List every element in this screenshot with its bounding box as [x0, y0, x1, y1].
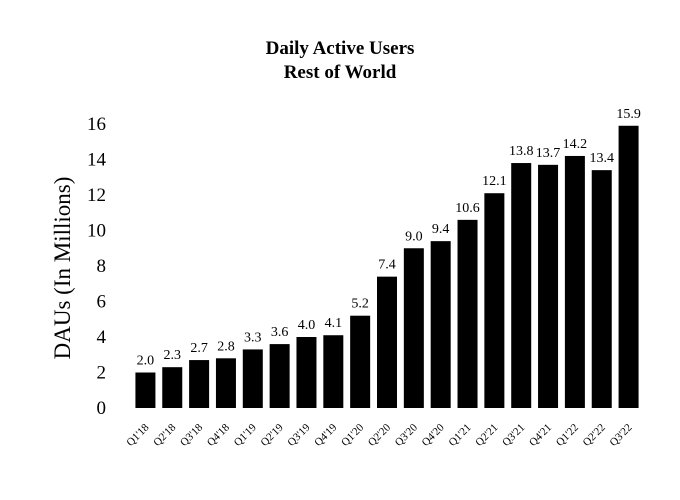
bar-value-label: 14.2	[563, 137, 588, 152]
x-tick-label: Q1'21	[446, 422, 473, 449]
bar-value-label: 15.9	[616, 107, 641, 122]
x-tick-label: Q4'19	[312, 421, 340, 449]
bar	[484, 193, 505, 408]
bar	[618, 125, 639, 409]
y-axis-ticks: 0 2 4 6 8 10 12 14 16	[87, 114, 107, 419]
bar	[242, 349, 263, 408]
x-tick-label: Q2'18	[151, 421, 179, 449]
bar-value-label: 13.7	[536, 146, 561, 161]
chart-subtitle: Rest of World	[283, 62, 397, 83]
bar	[162, 367, 183, 408]
x-tick-label: Q3'21	[500, 422, 527, 449]
bars	[135, 125, 639, 409]
x-tick-label: Q2'19	[259, 421, 287, 449]
bar	[135, 372, 156, 408]
x-tick-label: Q2'20	[366, 421, 394, 449]
x-tick-label: Q3'18	[178, 421, 206, 449]
x-tick-label: Q3'20	[393, 421, 421, 449]
y-tick-label: 0	[97, 398, 107, 419]
bar-value-label: 7.4	[378, 258, 396, 273]
y-axis-title: DAUs (In Millions)	[50, 177, 75, 360]
bar-value-label: 3.3	[244, 330, 262, 345]
bar-value-label: 2.0	[137, 354, 155, 369]
x-tick-label: Q3'22	[608, 422, 635, 449]
bar	[591, 170, 612, 408]
bar-value-label: 9.4	[432, 222, 450, 237]
bar-value-label: 13.4	[589, 151, 614, 166]
y-tick-label: 12	[87, 185, 106, 206]
bar	[430, 241, 451, 408]
x-axis-category-labels: Q1'18 Q2'18 Q3'18 Q4'18 Q1'19 Q2'19 Q3'19 Q4'19…	[124, 421, 634, 449]
bar-value-label: 10.6	[455, 201, 480, 216]
bar-value-label: 12.1	[482, 174, 507, 189]
bar-value-label: 2.7	[190, 341, 208, 356]
bar	[511, 163, 532, 408]
bar-value-label: 5.2	[351, 297, 369, 312]
y-tick-label: 16	[87, 114, 106, 135]
y-tick-label: 8	[97, 256, 107, 277]
x-tick-label: Q2'22	[581, 422, 608, 449]
y-tick-label: 10	[87, 221, 106, 242]
bar	[350, 315, 371, 408]
y-tick-label: 4	[97, 327, 107, 348]
bar	[269, 344, 290, 408]
bar	[377, 276, 397, 408]
x-tick-label: Q1'18	[124, 421, 152, 449]
x-tick-label: Q1'22	[554, 422, 581, 449]
bar	[457, 219, 478, 408]
x-tick-label: Q1'20	[339, 421, 367, 449]
bar-value-label: 4.1	[325, 316, 343, 331]
bar-value-label: 9.0	[405, 229, 423, 244]
bar	[215, 358, 236, 408]
y-tick-label: 2	[97, 363, 107, 384]
x-tick-label: Q4'20	[420, 421, 448, 449]
bar	[296, 337, 317, 408]
y-tick-label: 6	[97, 292, 107, 313]
bar	[323, 335, 344, 408]
bar-value-label: 13.8	[509, 144, 534, 159]
bar	[564, 155, 585, 408]
x-tick-label: Q3'19	[285, 421, 313, 449]
y-tick-label: 14	[87, 150, 107, 171]
bar	[189, 360, 210, 408]
chart-title: Daily Active Users	[265, 38, 415, 59]
bar-value-label: 4.0	[298, 318, 316, 333]
bar-value-label: 2.3	[164, 348, 182, 363]
x-tick-label: Q1'19	[232, 421, 260, 449]
bar	[403, 248, 424, 408]
bar	[538, 164, 559, 408]
x-tick-label: Q4'21	[527, 422, 554, 449]
bar-value-label: 3.6	[271, 325, 289, 340]
x-tick-label: Q2'21	[473, 422, 500, 449]
x-tick-label: Q4'18	[205, 421, 233, 449]
data-labels: 2.0 2.3 2.7 2.8 3.3 3.6 4.0 4.1 5.2 7.4 9.0 9.4 10.6…	[137, 107, 641, 369]
bar-value-label: 2.8	[217, 339, 235, 354]
